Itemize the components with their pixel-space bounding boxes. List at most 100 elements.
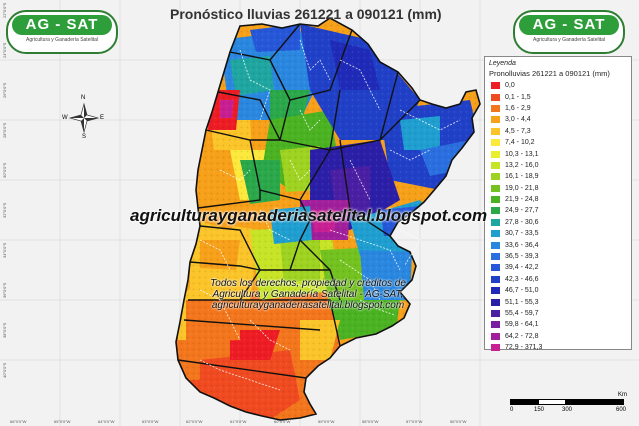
legend-swatch — [491, 241, 500, 249]
scale-tick-0: 0 — [510, 407, 514, 413]
legend-swatch — [491, 321, 500, 329]
scale-tick-3: 600 — [616, 407, 627, 413]
legend-item: 19,0 - 21,8 — [485, 183, 631, 194]
province-borders — [177, 23, 421, 379]
logo-left-main: AG - SAT — [25, 16, 99, 33]
legend-item: 24,9 - 27,7 — [485, 205, 631, 216]
legend-label: 39,4 - 42,2 — [505, 264, 539, 272]
legend-label: 3,0 - 4,4 — [505, 116, 531, 124]
legend-item: 3,0 - 4,4 — [485, 114, 631, 125]
longitude-label: 61°0'0"W — [230, 419, 247, 424]
legend-label: 0,1 - 1,5 — [505, 93, 531, 101]
logo-right: AG - SAT Agricultura y Ganadería Satelit… — [513, 10, 625, 54]
legend-item: 30,7 - 33,5 — [485, 228, 631, 239]
legend-swatch — [491, 310, 500, 317]
scale-tick-1: 150 — [534, 407, 545, 413]
legend-item: 13,2 - 16,0 — [485, 160, 631, 171]
longitude-label: 65°0'0"W — [54, 419, 71, 424]
legend-swatch — [491, 93, 500, 101]
longitude-label: 58°0'0"W — [362, 419, 379, 424]
legend-swatch — [491, 150, 500, 158]
latitude-label: 22°0'0"S — [2, 2, 7, 18]
legend-swatch — [491, 161, 500, 169]
logo-left: AG - SAT Agricultura y Ganadería Satelit… — [6, 10, 118, 54]
longitude-label: 62°0'0"W — [186, 419, 203, 424]
legend-label: 27,8 - 30,6 — [505, 218, 539, 226]
scale-segment-1 — [510, 399, 538, 405]
legend-label: 51,1 - 55,3 — [505, 298, 539, 306]
legend-item: 72,9 - 371,3 — [485, 342, 631, 353]
legend-item: 10,3 - 13,1 — [485, 148, 631, 159]
scale-tick-2: 300 — [562, 407, 573, 413]
legend-swatch — [491, 275, 500, 283]
legend-swatch — [491, 139, 500, 147]
legend-label: 64,2 - 72,8 — [505, 332, 539, 340]
legend-label: 21,9 - 24,8 — [505, 196, 539, 204]
latitude-label: 38°0'0"S — [2, 322, 7, 338]
legend-label: 42,3 - 46,6 — [505, 275, 539, 283]
legend-item: 59,8 - 64,1 — [485, 319, 631, 330]
legend-swatch — [491, 253, 500, 261]
legend-swatch — [491, 207, 500, 215]
latitude-label: 26°0'0"S — [2, 82, 7, 98]
legend-label: 24,9 - 27,7 — [505, 207, 539, 215]
latitude-label: 32°0'0"S — [2, 202, 7, 218]
compass-south-label: S — [82, 134, 87, 140]
longitude-label: 66°0'0"W — [10, 419, 27, 424]
legend-item: 33,6 - 36,4 — [485, 239, 631, 250]
longitude-label: 63°0'0"W — [142, 419, 159, 424]
legend-item: 51,1 - 55,3 — [485, 296, 631, 307]
legend-label: 46,7 - 51,0 — [505, 287, 539, 295]
legend-swatch — [491, 82, 500, 90]
legend-subtitle: Pronolluvias 261221 a 090121 (mm) — [489, 69, 610, 78]
legend-swatch — [491, 104, 500, 112]
legend-label: 13,2 - 16,0 — [505, 161, 539, 169]
legend-swatch — [491, 298, 500, 306]
legend-list: 0,0 0,1 - 1,5 1,6 - 2,9 3,0 - 4,4 4,5 - 7,3 7… — [485, 80, 631, 353]
legend-label: 72,9 - 371,3 — [505, 344, 543, 352]
longitude-label: 64°0'0"W — [98, 419, 115, 424]
legend-label: 19,0 - 21,8 — [505, 184, 539, 192]
legend-swatch — [491, 173, 500, 181]
legend-swatch — [491, 218, 500, 226]
latitude-label: 36°0'0"S — [2, 282, 7, 298]
latitude-label: 24°0'0"S — [2, 42, 7, 58]
legend-label: 30,7 - 33,5 — [505, 230, 539, 238]
legend-item: 27,8 - 30,6 — [485, 217, 631, 228]
legend-swatch — [491, 127, 500, 135]
legend-label: 0,0 — [505, 82, 515, 90]
legend-item: 46,7 - 51,0 — [485, 285, 631, 296]
legend-item: 1,6 - 2,9 — [485, 103, 631, 114]
compass-rose — [68, 102, 100, 134]
latitude-label: 34°0'0"S — [2, 242, 7, 258]
legend-item: 36,5 - 39,3 — [485, 251, 631, 262]
legend-header: Leyenda — [489, 60, 516, 67]
compass-east-label: E — [100, 115, 105, 121]
legend-item: 16,1 - 18,9 — [485, 171, 631, 182]
legend-label: 4,5 - 7,3 — [505, 127, 531, 135]
legend-swatch — [491, 230, 500, 238]
longitude-label: 56°0'0"W — [450, 419, 467, 424]
longitude-label: 59°0'0"W — [318, 419, 335, 424]
department-borders — [199, 39, 461, 391]
legend-item: 0,1 - 1,5 — [485, 91, 631, 102]
latitude-label: 30°0'0"S — [2, 162, 7, 178]
legend-label: 59,8 - 64,1 — [505, 321, 539, 329]
latitude-label: 40°0'0"S — [2, 362, 7, 378]
legend-label: 1,6 - 2,9 — [505, 104, 531, 112]
legend-item: 21,9 - 24,8 — [485, 194, 631, 205]
legend-swatch — [491, 264, 500, 272]
legend-item: 39,4 - 42,2 — [485, 262, 631, 273]
legend-label: 36,5 - 39,3 — [505, 253, 539, 261]
legend-label: 16,1 - 18,9 — [505, 173, 539, 181]
legend-swatch — [491, 184, 500, 192]
legend-swatch — [491, 116, 500, 124]
legend-swatch — [491, 344, 500, 352]
legend-label: 33,6 - 36,4 — [505, 241, 539, 249]
legend-item: 0,0 — [485, 80, 631, 91]
map-title: Pronóstico lluvias 261221 a 090121 (mm) — [170, 6, 442, 22]
legend-label: 10,3 - 13,1 — [505, 150, 539, 158]
rights-notice: Todos los derechos, propiedad y créditos… — [210, 278, 406, 311]
legend-label: 7,4 - 10,2 — [505, 139, 535, 147]
